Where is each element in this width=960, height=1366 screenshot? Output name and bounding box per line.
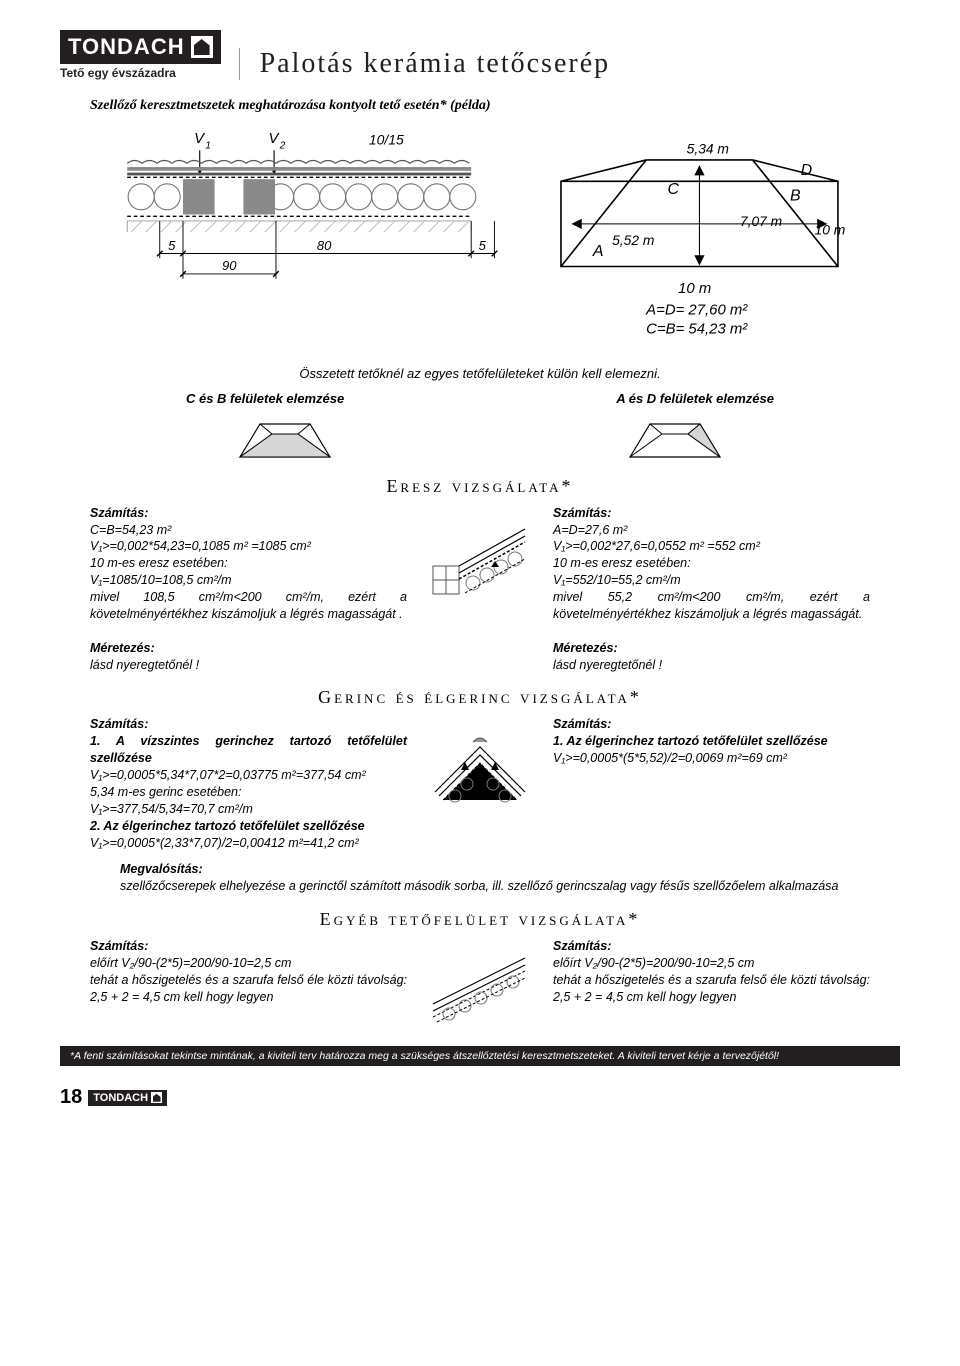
eresz-left-l1: C=B=54,23 m² (90, 522, 407, 539)
brand-tagline: Tető egy évszázadra (60, 66, 176, 80)
svg-text:90: 90 (222, 258, 237, 273)
svg-text:7,07 m: 7,07 m (740, 213, 782, 229)
footer-brand-logo: TONDACH (88, 1090, 167, 1106)
svg-text:2: 2 (279, 140, 286, 151)
gerinc-columns: Számítás: 1. A vízszintes gerinchez tart… (90, 716, 870, 851)
eresz-left-label: Számítás: (90, 505, 407, 522)
gerinc-center-diagram (425, 716, 535, 812)
gerinc-right-h1: 1. Az élgerinchez tartozó tetőfelület sz… (553, 733, 870, 750)
brand-block: TONDACH Tető egy évszázadra (60, 30, 221, 80)
gerinc-left-l2: 5,34 m-es gerinc esetében: (90, 784, 407, 801)
gerinc-left-l1: V₁>=0,0005*5,34*7,07*2=0,03775 m²=377,54… (90, 767, 407, 784)
eresz-left-sizing: lásd nyeregtetőnél ! (90, 657, 407, 674)
main-heading: Szellőző keresztmetszetek meghatározása … (90, 98, 870, 114)
gerinc-right-col: Számítás: 1. Az élgerinchez tartozó tető… (553, 716, 870, 767)
eresz-right-l1: A=D=27,6 m² (553, 522, 870, 539)
eresz-left-sizing-label: Méretezés: (90, 640, 407, 657)
egyeb-columns: Számítás: előírt V₂/90-(2*5)=200/90-10=2… (90, 938, 870, 1024)
svg-text:B: B (790, 187, 801, 204)
eresz-heading: Eresz vizsgálata* (90, 476, 870, 497)
eresz-left-l2: V₁>=0,002*54,23=0,1085 m² =1085 cm² (90, 538, 407, 555)
svg-text:V: V (194, 131, 206, 147)
egyeb-center-diagram (425, 938, 535, 1024)
realization-text: szellőzőcserepek elhelyezése a gerinctől… (120, 879, 838, 893)
eresz-right-l3: 10 m-es eresz esetében: (553, 555, 870, 572)
eresz-right-l4: V₁=552/10=55,2 cm²/m (553, 572, 870, 589)
svg-text:80: 80 (317, 238, 332, 253)
gerinc-left-h2: 2. Az élgerinchez tartozó tetőfelület sz… (90, 818, 407, 835)
footer-brand-text: TONDACH (93, 1092, 148, 1104)
footer-brand-icon (151, 1092, 162, 1103)
egyeb-left-l2: tehát a hőszigetelés és a szarufa felső … (90, 972, 407, 1006)
egyeb-right-l2: tehát a hőszigetelés és a szarufa felső … (553, 972, 870, 1006)
eresz-left-l5: mivel 108,5 cm²/m<200 cm²/m, ezért a köv… (90, 589, 407, 623)
gerinc-right-label: Számítás: (553, 716, 870, 733)
svg-text:5,34 m: 5,34 m (687, 141, 729, 157)
brand-icon (191, 36, 213, 58)
svg-text:V: V (269, 131, 281, 147)
eresz-columns: Számítás: C=B=54,23 m² V₁>=0,002*54,23=0… (90, 505, 870, 674)
page-number-row: 18 TONDACH (60, 1086, 900, 1109)
sub-headings-row: C és B felületek elemzése A és D felület… (90, 391, 870, 406)
egyeb-right-l1: előírt V₂/90-(2*5)=200/90-10=2,5 cm (553, 955, 870, 972)
egyeb-left-col: Számítás: előírt V₂/90-(2*5)=200/90-10=2… (90, 938, 407, 1006)
eresz-right-sizing: lásd nyeregtetőnél ! (553, 657, 870, 674)
svg-text:5: 5 (479, 238, 487, 253)
egyeb-left-l1: előírt V₂/90-(2*5)=200/90-10=2,5 cm (90, 955, 407, 972)
gerinc-left-h1: 1. A vízszintes gerinchez tartozó tetőfe… (90, 733, 407, 767)
page-title: Palotás kerámia tetőcserép (239, 48, 611, 80)
pyramid-ad-icon (620, 412, 730, 462)
roof-plan-diagram: A C D B 5,34 m 5,52 m 7,07 m 10 m 10 m A… (529, 128, 870, 352)
footer-note: *A fenti számításokat tekintse mintának,… (60, 1046, 900, 1066)
pyramid-icons-row (90, 412, 870, 462)
svg-text:10 m: 10 m (815, 222, 846, 238)
pyramid-cb-icon (230, 412, 340, 462)
svg-text:A: A (592, 243, 604, 260)
ratio-label: 10/15 (369, 132, 404, 148)
brand-text: TONDACH (68, 34, 185, 60)
egyeb-left-label: Számítás: (90, 938, 407, 955)
gerinc-left-l4: V₁>=0,0005*(2,33*7,07)/2=0,00412 m²=41,2… (90, 835, 407, 852)
eresz-left-l3: 10 m-es eresz esetében: (90, 555, 407, 572)
svg-text:D: D (801, 162, 813, 179)
eresz-right-l2: V₁>=0,002*27,6=0,0552 m² =552 cm² (553, 538, 870, 555)
gerinc-left-col: Számítás: 1. A vízszintes gerinchez tart… (90, 716, 407, 851)
egyeb-heading: Egyéb tetőfelület vizsgálata* (90, 909, 870, 930)
eresz-center-diagram (425, 505, 535, 601)
eresz-left-col: Számítás: C=B=54,23 m² V₁>=0,002*54,23=0… (90, 505, 407, 674)
eresz-right-sizing-label: Méretezés: (553, 640, 870, 657)
realization-label: Megvalósítás: (120, 861, 840, 878)
eresz-right-label: Számítás: (553, 505, 870, 522)
page-number: 18 (60, 1086, 82, 1109)
page-header: TONDACH Tető egy évszázadra Palotás kerá… (60, 30, 900, 80)
gerinc-heading: Gerinc és élgerinc vizsgálata* (90, 687, 870, 708)
top-diagram-row: V1 V2 10/15 (90, 128, 870, 352)
egyeb-right-label: Számítás: (553, 938, 870, 955)
svg-text:5: 5 (168, 238, 176, 253)
gerinc-right-l1: V₁>=0,0005*(5*5,52)/2=0,0069 m²=69 cm² (553, 750, 870, 767)
svg-text:5,52 m: 5,52 m (612, 232, 654, 248)
svg-text:C=B= 54,23 m²: C=B= 54,23 m² (646, 322, 748, 338)
cb-subheading: C és B felületek elemzése (186, 391, 344, 406)
eresz-right-col: Számítás: A=D=27,6 m² V₁>=0,002*27,6=0,0… (553, 505, 870, 674)
eresz-left-l4: V₁=1085/10=108,5 cm²/m (90, 572, 407, 589)
gerinc-left-l3: V₁>=377,54/5,34=70,7 cm²/m (90, 801, 407, 818)
svg-text:A=D= 27,60 m²: A=D= 27,60 m² (645, 302, 748, 318)
composite-note: Összetett tetőknél az egyes tetőfelülete… (90, 366, 870, 381)
cross-section-diagram: V1 V2 10/15 (90, 128, 499, 295)
brand-logo: TONDACH (60, 30, 221, 64)
svg-text:C: C (668, 181, 680, 198)
eresz-right-l5: mivel 55,2 cm²/m<200 cm²/m, ezért a köve… (553, 589, 870, 623)
egyeb-right-col: Számítás: előírt V₂/90-(2*5)=200/90-10=2… (553, 938, 870, 1006)
gerinc-left-label: Számítás: (90, 716, 407, 733)
ad-subheading: A és D felületek elemzése (616, 391, 774, 406)
svg-text:10 m: 10 m (678, 281, 711, 297)
gerinc-realization: Megvalósítás: szellőzőcserepek elhelyezé… (120, 861, 840, 895)
svg-text:1: 1 (205, 140, 211, 151)
